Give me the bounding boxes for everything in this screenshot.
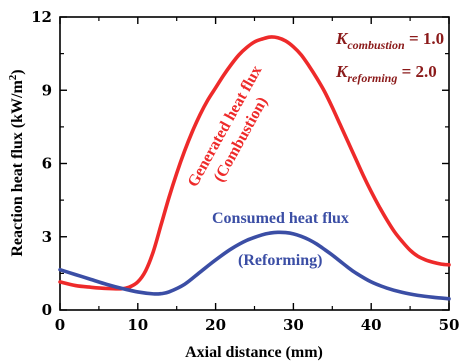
axis-tick-labels: 0 10 20 30 40 50 0 3 6 9 12 bbox=[31, 8, 459, 334]
x-tick-label: 50 bbox=[439, 316, 459, 334]
consumed-heat-flux-line bbox=[58, 230, 451, 301]
k-reforming-k: K bbox=[335, 62, 349, 81]
consumed-label-line1: Consumed heat flux bbox=[212, 210, 349, 227]
y-tick-label: 9 bbox=[42, 81, 52, 99]
k-combustion-value: = 1.0 bbox=[405, 29, 444, 48]
x-tick-label: 20 bbox=[205, 316, 226, 334]
x-tick-label: 10 bbox=[127, 316, 148, 334]
k-combustion-label: Kcombustion = 1.0 bbox=[335, 29, 444, 52]
y-tick-label: 6 bbox=[42, 155, 52, 173]
y-axis-title: Reaction heat flux (kW/m2) bbox=[7, 69, 26, 256]
y-tick-label: 3 bbox=[42, 228, 52, 246]
y-tick-label: 12 bbox=[31, 8, 52, 26]
x-tick-label: 40 bbox=[361, 316, 382, 334]
k-reforming-sub: reforming bbox=[347, 71, 397, 85]
y-axis-title-close: ) bbox=[9, 69, 26, 74]
k-reforming-label: Kreforming = 2.0 bbox=[335, 62, 437, 85]
x-axis-title: Axial distance (mm) bbox=[185, 344, 323, 361]
y-axis-title-sup: 2 bbox=[7, 74, 19, 80]
x-tick-label: 30 bbox=[283, 316, 304, 334]
k-combustion-k: K bbox=[335, 29, 349, 48]
y-axis-title-main: Reaction heat flux (kW/m bbox=[9, 80, 26, 257]
x-tick-label: 0 bbox=[55, 316, 65, 334]
y-tick-label: 0 bbox=[42, 301, 52, 319]
series-group bbox=[58, 35, 451, 301]
consumed-label-line2: (Reforming) bbox=[238, 252, 322, 269]
generated-heat-flux-line bbox=[58, 35, 451, 291]
axis-ticks bbox=[59, 16, 450, 311]
k-combustion-sub: combustion bbox=[347, 38, 405, 52]
k-reforming-value: = 2.0 bbox=[397, 62, 436, 81]
